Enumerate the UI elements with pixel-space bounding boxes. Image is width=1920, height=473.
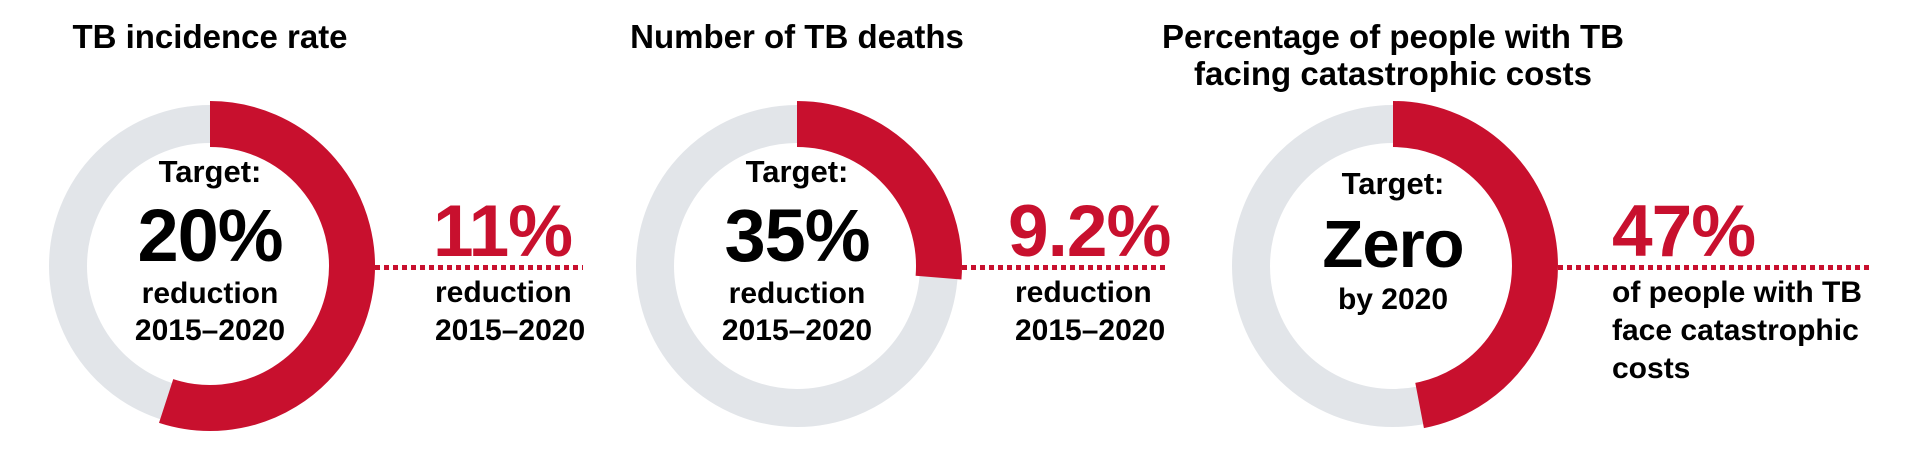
dotted-connector-line <box>962 265 1166 270</box>
result-value: 9.2% <box>1008 191 1171 272</box>
result-caption: of people with TB face catastrophic cost… <box>1612 274 1862 388</box>
result-value: 47% <box>1612 191 1756 272</box>
target-sub1: reduction <box>141 277 279 310</box>
result-caption: reduction 2015–2020 <box>1015 274 1165 350</box>
target-label: Target: <box>745 154 849 189</box>
chart-title: TB incidence rate <box>0 18 470 55</box>
result-caption: reduction 2015–2020 <box>435 274 585 350</box>
target-value: Zero <box>1322 207 1464 282</box>
donut-center-text: Target: 20% reduction 2015–2020 <box>40 155 380 349</box>
target-label: Target: <box>158 154 262 189</box>
result-caption-line1: reduction <box>435 276 572 309</box>
chart-title-line2: facing catastrophic costs <box>1194 55 1592 92</box>
result-caption-line2: 2015–2020 <box>435 314 586 347</box>
result-caption-line2: 2015–2020 <box>1015 314 1166 347</box>
target-sub1: by 2020 <box>1337 283 1449 316</box>
donut-ring <box>1232 101 1558 429</box>
donut-ring <box>636 101 962 427</box>
chart-title: Percentage of people with TB facing cata… <box>1133 18 1653 92</box>
target-sub2: 2015–2020 <box>721 314 873 347</box>
result-caption-line1: of people with TB <box>1612 276 1862 309</box>
donut-center-text: Target: Zero by 2020 <box>1223 167 1563 318</box>
donut-fill-arc <box>796 101 962 280</box>
target-sub2: 2015–2020 <box>134 314 286 347</box>
result-caption-line1: reduction <box>1015 276 1152 309</box>
donut-ring <box>49 101 375 431</box>
result-caption-line3: costs <box>1612 352 1691 385</box>
chart-title-line1: TB incidence rate <box>72 18 348 55</box>
dotted-connector-line <box>375 265 583 270</box>
chart-title: Number of TB deaths <box>537 18 1057 55</box>
donut-center-text: Target: 35% reduction 2015–2020 <box>627 155 967 349</box>
chart-title-line1: Number of TB deaths <box>630 18 964 55</box>
result-caption-line2: face catastrophic <box>1612 314 1859 347</box>
target-value: 20% <box>137 194 283 277</box>
target-label: Target: <box>1341 166 1445 201</box>
dotted-connector-line <box>1558 265 1870 270</box>
target-value: 35% <box>724 194 870 277</box>
donut-fill-arc <box>159 101 375 431</box>
donut-fill-arc <box>1392 101 1558 429</box>
target-sub1: reduction <box>728 277 866 310</box>
result-value: 11% <box>433 191 573 272</box>
chart-title-line1: Percentage of people with TB <box>1161 18 1625 55</box>
